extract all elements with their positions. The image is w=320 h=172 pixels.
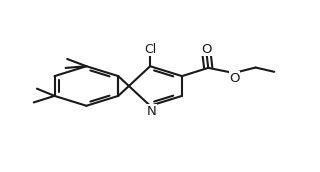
Text: N: N <box>147 105 156 118</box>
Text: O: O <box>229 72 240 85</box>
Text: Cl: Cl <box>144 42 156 56</box>
Text: O: O <box>201 43 212 56</box>
